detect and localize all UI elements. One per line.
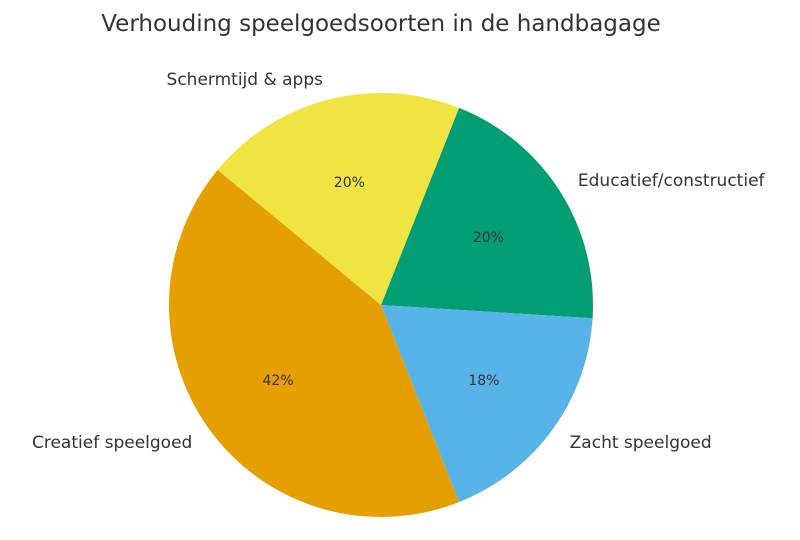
- slice-labels: 20% Educatief/constructief 18% Zacht speelg…: [32, 70, 766, 453]
- pie-slice: [217, 92, 460, 305]
- pie-slice: [381, 107, 593, 319]
- slice-category-label: Zacht speelgoed: [570, 433, 712, 453]
- chart-title: Verhouding speelgoedsoorten in de handba…: [101, 11, 661, 37]
- pie-slice: [381, 305, 593, 503]
- slice-category-label: Educatief/constructief: [578, 171, 766, 191]
- slice-percentage: 18%: [468, 373, 499, 389]
- slice-percentage: 42%: [263, 373, 294, 389]
- pie-slice: [169, 169, 460, 517]
- slice-percentage: 20%: [473, 230, 504, 246]
- pie-slices: [169, 92, 593, 517]
- slice-category-label: Schermtijd & apps: [167, 70, 324, 90]
- slice-percentage: 20%: [334, 175, 365, 191]
- slice-category-label: Creatief speelgoed: [32, 433, 192, 453]
